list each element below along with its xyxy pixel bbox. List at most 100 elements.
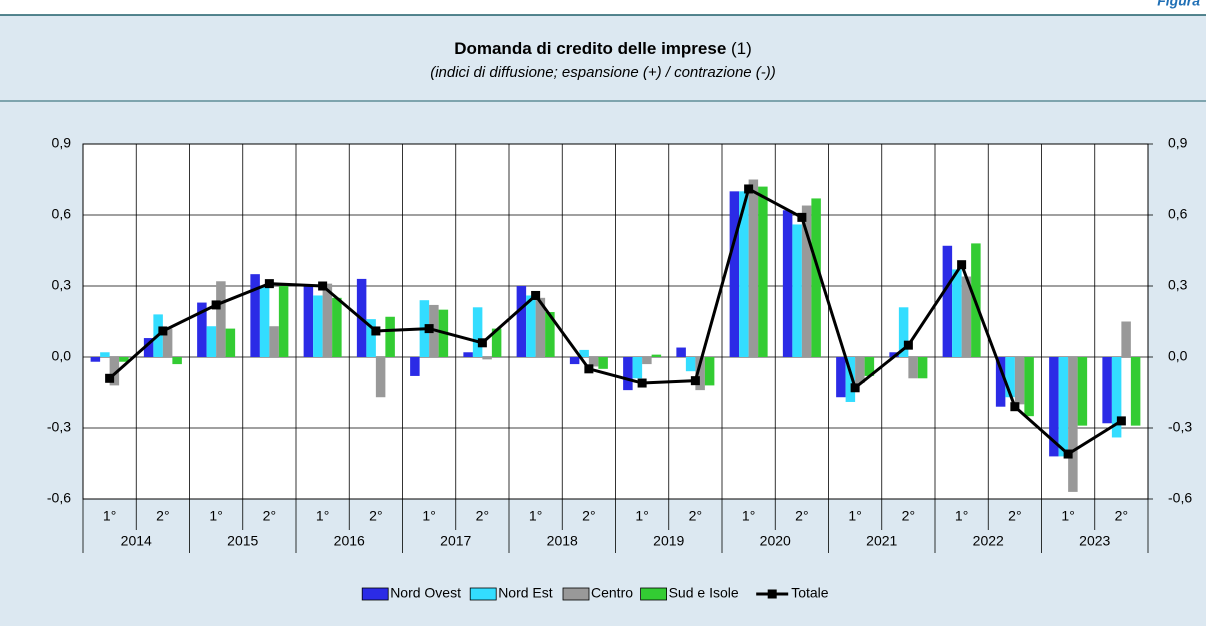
line-marker: [371, 326, 381, 336]
bar: [366, 319, 376, 357]
bar: [472, 307, 483, 357]
bar: [642, 357, 652, 365]
year-label: 2020: [760, 533, 791, 549]
year-label: 2018: [547, 533, 578, 549]
bar: [1058, 357, 1069, 457]
bar: [410, 357, 420, 376]
year-label: 2019: [653, 533, 684, 549]
x-tick-label: 2°: [156, 508, 169, 524]
bar: [1130, 357, 1141, 426]
bar: [1102, 357, 1112, 424]
line-marker: [744, 184, 754, 194]
bar: [1077, 357, 1088, 426]
y2-tick-label: 0,9: [1168, 135, 1188, 151]
bar: [216, 281, 226, 357]
line-marker: [957, 260, 967, 270]
x-tick-label: 2°: [476, 508, 489, 524]
legend-item: Centro: [562, 585, 633, 601]
x-tick-label: 2°: [369, 508, 382, 524]
title-note: (1): [731, 39, 752, 58]
legend-marker: [767, 589, 777, 599]
line-marker: [158, 326, 168, 336]
bar: [579, 349, 589, 357]
legend-label: Nord Ovest: [390, 585, 461, 601]
legend-label: Centro: [591, 585, 633, 601]
year-label: 2016: [334, 533, 365, 549]
legend-label: Sud e Isole: [669, 585, 739, 601]
title-main: Domanda di credito delle imprese: [454, 39, 726, 58]
year-label: 2015: [227, 533, 258, 549]
y-tick-label: -0,6: [47, 490, 71, 506]
bar: [259, 286, 270, 357]
bar: [695, 357, 705, 391]
bar: [1111, 357, 1122, 438]
bar: [162, 328, 173, 357]
line-marker: [105, 373, 115, 383]
x-tick-label: 2°: [902, 508, 915, 524]
bar: [889, 352, 899, 357]
bar: [598, 357, 608, 369]
bar: [1121, 321, 1131, 357]
y-tick-label: 0,3: [52, 277, 72, 293]
bar: [109, 357, 120, 386]
legend-swatch: [469, 587, 497, 601]
bar: [685, 357, 696, 372]
line-marker: [477, 338, 487, 348]
bar: [269, 326, 279, 357]
year-label: 2017: [440, 533, 471, 549]
bar: [748, 179, 759, 357]
x-tick-label: 1°: [1061, 508, 1074, 524]
bar: [526, 295, 536, 357]
bar: [1005, 357, 1015, 398]
legend-label: Totale: [791, 585, 829, 601]
year-label: 2014: [121, 533, 152, 549]
x-tick-label: 1°: [103, 508, 116, 524]
bar: [942, 245, 953, 357]
y-tick-label: 0,0: [52, 348, 72, 364]
bar: [143, 338, 154, 357]
x-tick-label: 1°: [422, 508, 435, 524]
x-tick-label: 1°: [848, 508, 861, 524]
x-tick-label: 1°: [316, 508, 329, 524]
bar: [758, 186, 768, 357]
line-marker: [797, 212, 807, 222]
legend-item: Nord Ovest: [361, 585, 461, 601]
legend-swatch: [640, 587, 667, 601]
bar: [535, 297, 546, 357]
line-marker: [1010, 402, 1020, 412]
line: [108, 186, 1123, 456]
bar: [90, 357, 101, 362]
plot-frame: [82, 143, 1149, 500]
y-tick-label: 0,6: [52, 206, 72, 222]
x-tick-label: 2°: [263, 508, 276, 524]
chart-subtitle: (indici di diffusione; espansione (+) / …: [430, 64, 776, 81]
x-tick-label: 2°: [1115, 508, 1128, 524]
bar: [322, 283, 333, 357]
y2-tick-label: -0,3: [1168, 419, 1192, 435]
bar: [206, 326, 217, 357]
bar: [100, 352, 110, 357]
figure-label: Figura: [1157, 0, 1200, 9]
bar: [845, 357, 856, 402]
y-tick-label: 0,9: [52, 135, 72, 151]
bar: [782, 210, 793, 357]
bar: [792, 224, 802, 357]
x-tick-label: 1°: [529, 508, 542, 524]
line-marker: [424, 324, 434, 334]
x-tick-label: 2°: [1008, 508, 1021, 524]
line-marker: [264, 279, 274, 289]
bar: [908, 357, 918, 379]
x-tick-label: 2°: [689, 508, 702, 524]
x-tick-label: 1°: [742, 508, 755, 524]
bar: [651, 354, 662, 357]
y2-tick-label: 0,3: [1168, 277, 1188, 293]
line-marker: [211, 300, 221, 310]
bar: [739, 191, 749, 357]
bar: [864, 357, 875, 376]
legend-item: Sud e Isole: [640, 585, 739, 601]
line-marker: [690, 376, 700, 386]
year-label: 2021: [866, 533, 897, 549]
line-marker: [637, 378, 647, 388]
